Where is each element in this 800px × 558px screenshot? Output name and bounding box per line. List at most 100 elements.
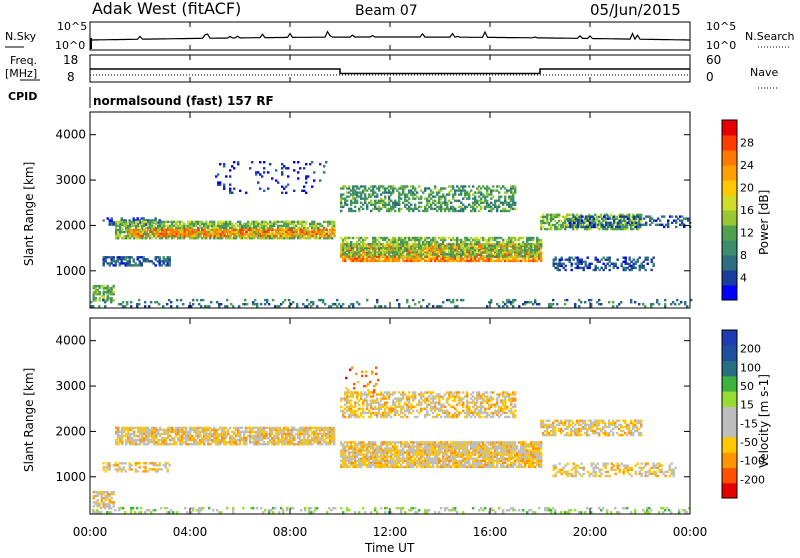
heatmap-cell <box>514 185 516 187</box>
heatmap-cell <box>342 206 344 208</box>
heatmap-cell <box>92 305 94 307</box>
heatmap-cell <box>261 175 263 177</box>
heatmap-cell <box>287 167 289 169</box>
heatmap-cell <box>192 303 194 305</box>
heatmap-cell <box>482 251 484 253</box>
heatmap-cell <box>540 260 542 262</box>
heatmap-cell <box>121 227 123 229</box>
heatmap-cell <box>536 260 538 262</box>
heatmap-cell <box>338 303 340 305</box>
heatmap-cell <box>305 163 307 165</box>
heatmap-cell <box>630 299 632 301</box>
cpid-value: normalsound (fast) 157 RF <box>93 94 274 108</box>
heatmap-cell <box>111 217 113 219</box>
heatmap-cell <box>169 262 171 264</box>
heatmap-cell <box>468 185 470 187</box>
heatmap-cell <box>330 305 332 307</box>
power-ylabel: Slant Range [km] <box>22 162 36 266</box>
heatmap-cell <box>629 220 631 222</box>
heatmap-cell <box>319 163 321 165</box>
heatmap-cell <box>366 299 368 301</box>
heatmap-cell <box>625 257 627 259</box>
heatmap-cell <box>398 305 400 307</box>
heatmap-cell <box>219 184 221 186</box>
heatmap-cell <box>647 263 649 265</box>
heatmap-cell <box>284 299 286 301</box>
heatmap-cell <box>408 210 410 212</box>
heatmap-cell <box>574 305 576 307</box>
heatmap-cell <box>540 241 542 243</box>
heatmap-cell <box>434 196 436 198</box>
heatmap-cell <box>552 299 554 301</box>
heatmap-cell <box>448 210 450 212</box>
heatmap-cell <box>131 464 133 466</box>
heatmap-cell <box>239 190 241 192</box>
heatmap-cell <box>117 427 119 429</box>
heatmap-cell <box>607 226 609 228</box>
heatmap-cell <box>478 260 480 262</box>
heatmap-cell <box>142 235 144 237</box>
heatmap-cell <box>93 497 95 499</box>
heatmap-cell <box>444 237 446 239</box>
heatmap-cell <box>486 196 488 198</box>
heatmap-cell <box>558 214 560 216</box>
heatmap-cell <box>406 299 408 301</box>
heatmap-cell <box>428 251 430 253</box>
heatmap-cell <box>420 202 422 204</box>
heatmap-cell <box>576 214 578 216</box>
heatmap-cell <box>334 303 336 305</box>
heatmap-cell <box>607 215 609 217</box>
heatmap-cell <box>638 303 640 305</box>
heatmap-cell <box>490 299 492 301</box>
heatmap-cell <box>136 305 138 307</box>
heatmap-cell <box>476 206 478 208</box>
heatmap-cell <box>319 179 321 181</box>
heatmap-cell <box>593 224 595 226</box>
heatmap-cell <box>293 169 295 171</box>
heatmap-cell <box>370 200 372 202</box>
heatmap-cell <box>198 303 200 305</box>
heatmap-cell <box>364 193 366 195</box>
heatmap-cell <box>99 299 101 301</box>
heatmap-cell <box>223 184 225 186</box>
heatmap-cell <box>651 269 653 271</box>
heatmap-cell <box>581 215 583 217</box>
heatmap-cell <box>336 305 338 307</box>
heatmap-cell <box>293 161 295 163</box>
heatmap-cell <box>229 184 231 186</box>
heatmap-cell <box>223 165 225 167</box>
heatmap-cell <box>452 196 454 198</box>
freq-tick-low: 8 <box>67 70 75 84</box>
heatmap-cell <box>168 299 170 301</box>
heatmap-cell <box>498 245 500 247</box>
heatmap-cell <box>436 241 438 243</box>
heatmap-cell <box>434 185 436 187</box>
heatmap-cell <box>414 303 416 305</box>
heatmap-cell <box>440 189 442 191</box>
heatmap-cell <box>652 303 654 305</box>
heatmap-cell <box>296 233 298 235</box>
heatmap-cell <box>674 303 676 305</box>
heatmap-cell <box>667 226 669 228</box>
heatmap-cell <box>394 206 396 208</box>
heatmap-cell <box>462 204 464 206</box>
heatmap-cell <box>538 251 540 253</box>
heatmap-cell <box>166 303 168 305</box>
heatmap-cell <box>342 303 344 305</box>
colorbar-tick-label: 8 <box>740 249 747 262</box>
heatmap-cell <box>589 218 591 220</box>
heatmap-cell <box>514 251 516 253</box>
heatmap-cell <box>323 165 325 167</box>
colorbar-swatch <box>722 165 737 181</box>
heatmap-cell <box>229 175 231 177</box>
heatmap-cell <box>398 210 400 212</box>
heatmap-cell <box>565 226 567 228</box>
heatmap-cell <box>671 215 673 217</box>
heatmap-cell <box>456 299 458 301</box>
heatmap-cell <box>146 235 148 237</box>
heatmap-cell <box>378 210 380 212</box>
heatmap-cell <box>565 269 567 271</box>
heatmap-cell <box>536 247 538 249</box>
heatmap-cell <box>176 305 178 307</box>
heatmap-cell <box>380 198 382 200</box>
